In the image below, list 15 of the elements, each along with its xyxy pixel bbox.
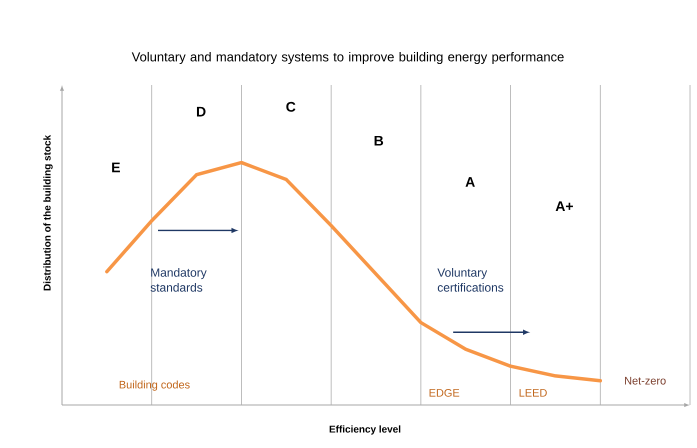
annotation: A [466,177,475,187]
annotation: Voluntary certifications [437,268,504,292]
chart-title: Voluntary and mandatory systems to improve building energy performance [132,52,564,64]
annotation: EDGE [430,388,460,397]
annotation: E [112,162,120,172]
text: Net-zero [625,376,666,385]
y-axis-title: Distribution of the building stock [43,134,53,290]
annotation: Building codes [120,380,190,391]
text: D [196,106,206,116]
text: C [286,102,296,112]
text: B [374,136,384,146]
annotation: A+ [556,201,573,211]
annotation: LEED [520,389,547,397]
x-axis-title: Efficiency level [330,425,400,435]
annotation: Mandatory standards [150,268,207,292]
